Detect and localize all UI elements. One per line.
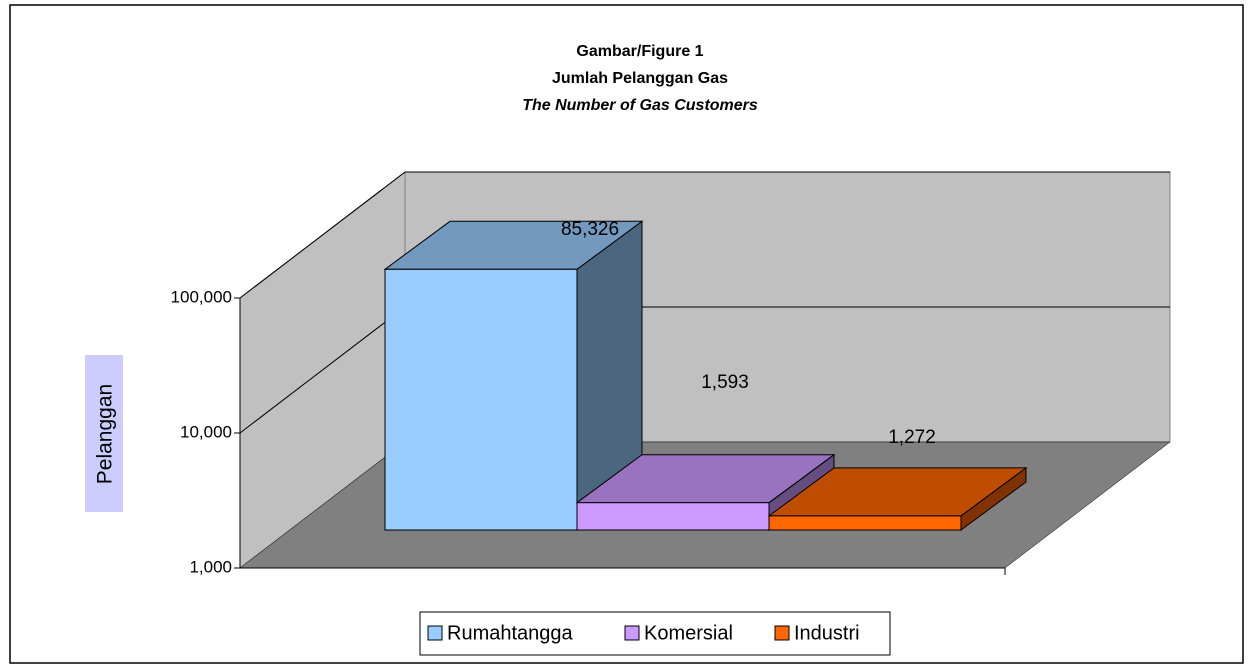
- bar: [576, 502, 770, 531]
- data-label: 1,272: [888, 427, 936, 448]
- bar: [384, 268, 578, 531]
- chart-title: Gambar/Figure 1: [576, 43, 703, 60]
- legend: [419, 611, 891, 656]
- y-tick-label: 100,000: [171, 287, 232, 306]
- legend-label: Industri: [794, 622, 860, 644]
- data-label: 85,326: [561, 219, 619, 240]
- data-label: 1,593: [701, 372, 749, 393]
- legend-swatch: [427, 625, 443, 641]
- y-tick-label: 1,000: [189, 557, 232, 576]
- y-axis-title: Pelanggan: [94, 384, 117, 484]
- axis-title-box: [85, 355, 123, 512]
- legend-swatch: [774, 625, 790, 641]
- legend-label: Rumahtangga: [447, 622, 574, 644]
- chart-subtitle: Jumlah Pelanggan Gas: [552, 70, 728, 87]
- bar: [768, 515, 962, 531]
- legend-label: Komersial: [644, 622, 733, 644]
- y-tick-label: 10,000: [180, 422, 232, 441]
- grid-line: [239, 171, 1170, 299]
- chart-subtitle: The Number of Gas Customers: [522, 97, 758, 114]
- legend-swatch: [624, 625, 640, 641]
